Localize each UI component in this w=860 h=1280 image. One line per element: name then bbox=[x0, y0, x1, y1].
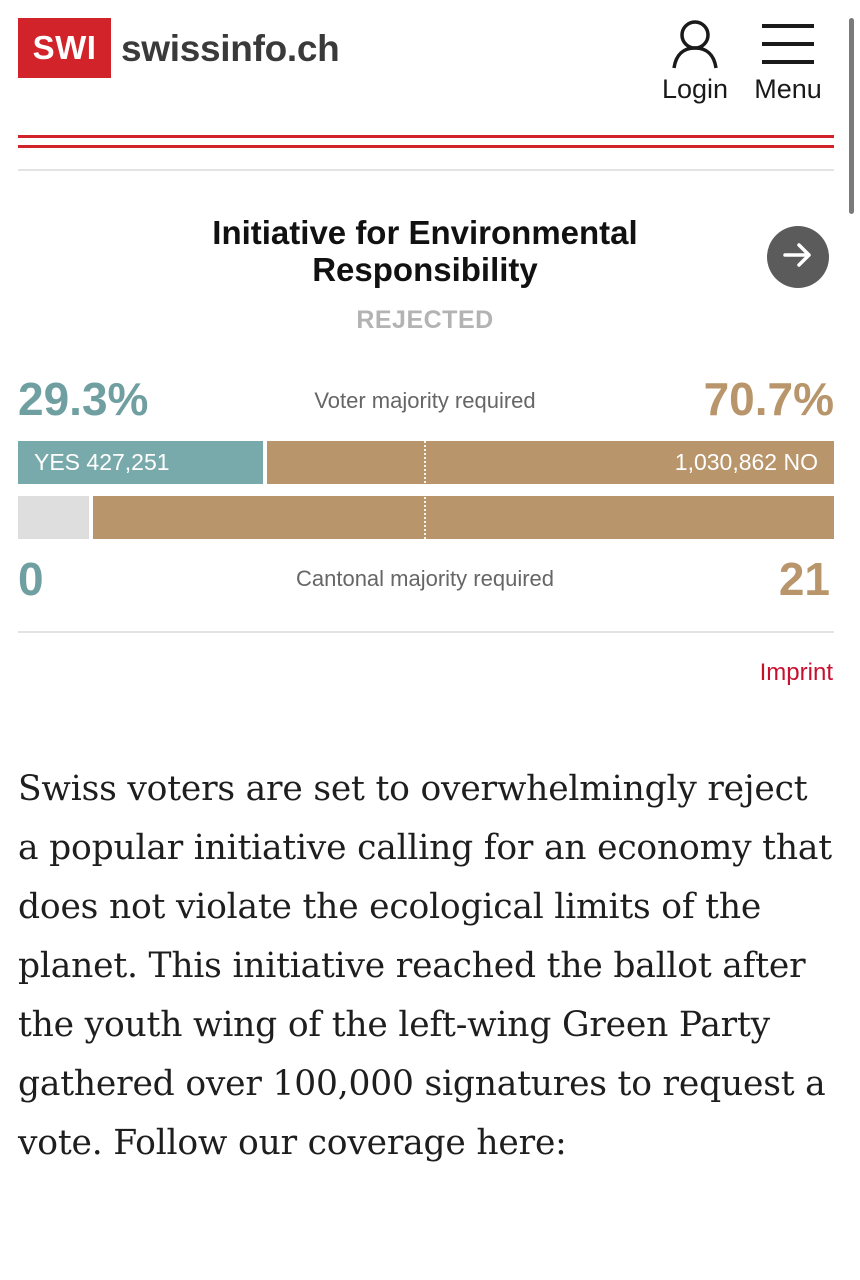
vote-title: Initiative for Environmental Responsibil… bbox=[212, 214, 638, 288]
swi-logo[interactable]: SWI bbox=[18, 18, 111, 78]
popular-vote-bar: YES 427,251 1,030,862 NO bbox=[18, 441, 834, 484]
vote-status: REJECTED bbox=[356, 306, 494, 334]
no-cantons-count: 21 bbox=[778, 553, 830, 605]
header-divider-bottom bbox=[18, 145, 834, 148]
arrow-right-icon bbox=[781, 238, 815, 277]
header-divider-top bbox=[18, 135, 834, 138]
user-icon bbox=[655, 18, 735, 70]
widget-bottom-divider bbox=[18, 631, 834, 633]
hamburger-menu-icon bbox=[748, 18, 828, 70]
login-label: Login bbox=[661, 74, 729, 104]
article-body: Swiss voters are set to overwhelmingly r… bbox=[18, 769, 832, 1163]
yes-percentage: 29.3% bbox=[18, 373, 149, 425]
yes-cantons-count: 0 bbox=[18, 553, 44, 605]
majority-threshold-line bbox=[424, 441, 426, 539]
login-button[interactable]: Login bbox=[655, 18, 735, 105]
no-percentage: 70.7% bbox=[703, 373, 834, 425]
no-votes-bar: 1,030,862 NO bbox=[266, 441, 834, 484]
pending-cantons-bar bbox=[18, 496, 89, 539]
menu-label: Menu bbox=[754, 74, 822, 104]
menu-button[interactable]: Menu bbox=[748, 18, 828, 105]
open-result-button[interactable] bbox=[767, 226, 829, 288]
cantonal-vote-bar bbox=[18, 496, 834, 539]
imprint-link[interactable]: Imprint bbox=[759, 659, 833, 686]
voter-majority-label: Voter majority required bbox=[314, 388, 536, 413]
yes-votes-bar: YES 427,251 bbox=[18, 441, 263, 484]
no-cantons-bar bbox=[92, 496, 834, 539]
logo-text: SWI bbox=[32, 29, 97, 66]
cantonal-majority-label: Cantonal majority required bbox=[295, 566, 555, 591]
scrollbar[interactable] bbox=[849, 18, 854, 214]
widget-top-divider bbox=[18, 169, 834, 171]
site-name[interactable]: swissinfo.ch bbox=[121, 28, 340, 69]
